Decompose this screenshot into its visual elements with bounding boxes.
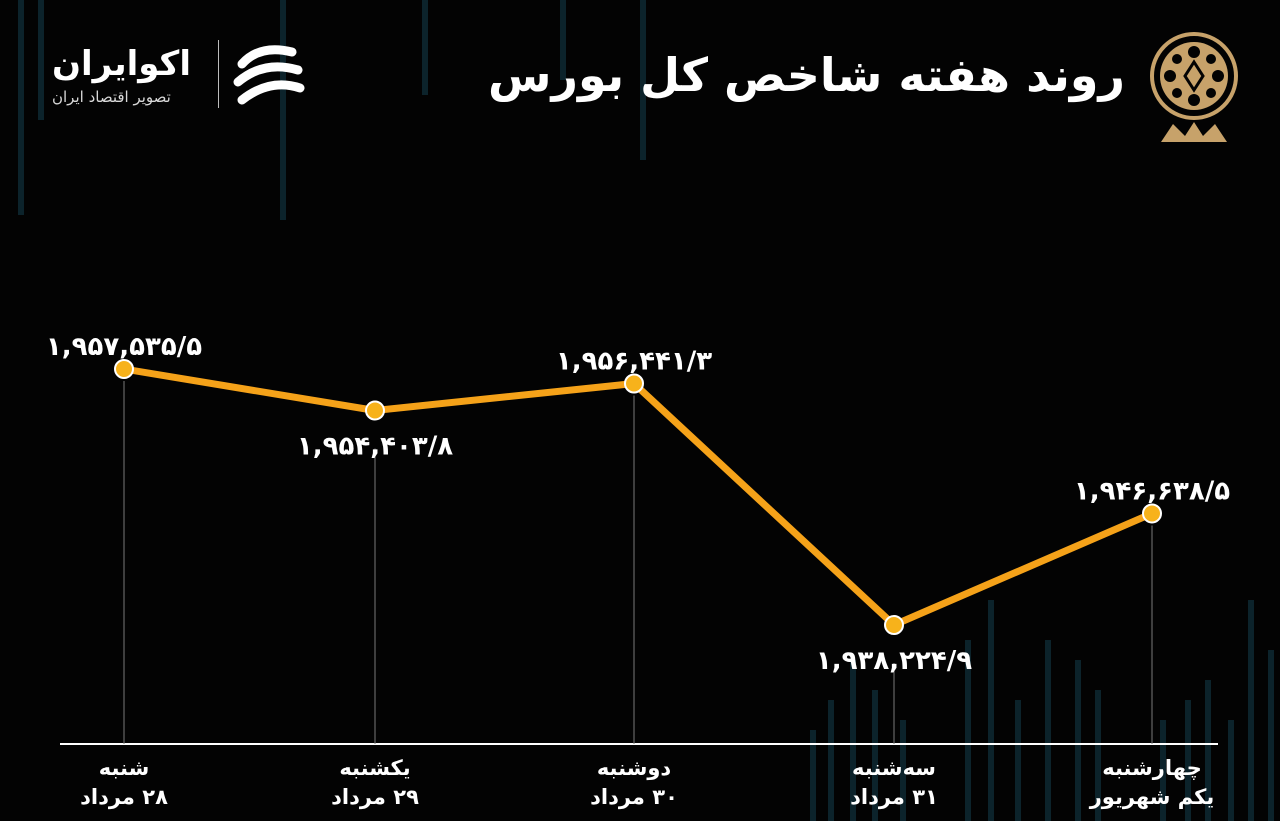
brand-tagline: تصویر اقتصاد ایران: [52, 88, 171, 106]
data-label: ۱,۹۳۸,۲۲۴/۹: [816, 646, 972, 676]
ekoiran-logo-icon: [233, 45, 305, 105]
tehran-stock-exchange-emblem-icon: [1150, 32, 1238, 142]
x-tick-label-date: ۳۰ مرداد: [590, 785, 678, 809]
data-label: ۱,۹۴۶,۶۳۸/۵: [1074, 476, 1230, 506]
x-tick-label-day: سه‌شنبه: [852, 756, 936, 780]
data-point: [884, 615, 904, 635]
data-label: ۱,۹۵۴,۴۰۳/۸: [297, 432, 453, 462]
x-tick-label-day: چهارشنبه: [1102, 756, 1202, 780]
x-tick-label-date: ۲۹ مرداد: [331, 785, 419, 809]
data-label: ۱,۹۵۶,۴۴۱/۳: [556, 347, 712, 377]
data-point: [1142, 503, 1162, 524]
x-tick-label-day: شنبه: [99, 756, 150, 780]
data-point: [624, 373, 644, 394]
chart-title: روند هفته شاخص کل بورس: [488, 48, 1125, 102]
data-point: [365, 400, 385, 421]
brand-divider: [218, 40, 219, 108]
x-tick-label-day: یکشنبه: [339, 756, 410, 780]
data-label: ۱,۹۵۷,۵۳۵/۵: [46, 332, 202, 362]
x-tick-label-date: ۳۱ مرداد: [850, 785, 938, 809]
x-tick-label-date: ۲۸ مرداد: [80, 785, 168, 809]
x-tick-label-date: یکم شهریور: [1089, 785, 1215, 809]
series-line: [120, 365, 1156, 629]
brand-name: اکوایران: [52, 44, 191, 84]
data-point: [114, 359, 134, 379]
x-tick-label-day: دوشنبه: [597, 756, 672, 780]
